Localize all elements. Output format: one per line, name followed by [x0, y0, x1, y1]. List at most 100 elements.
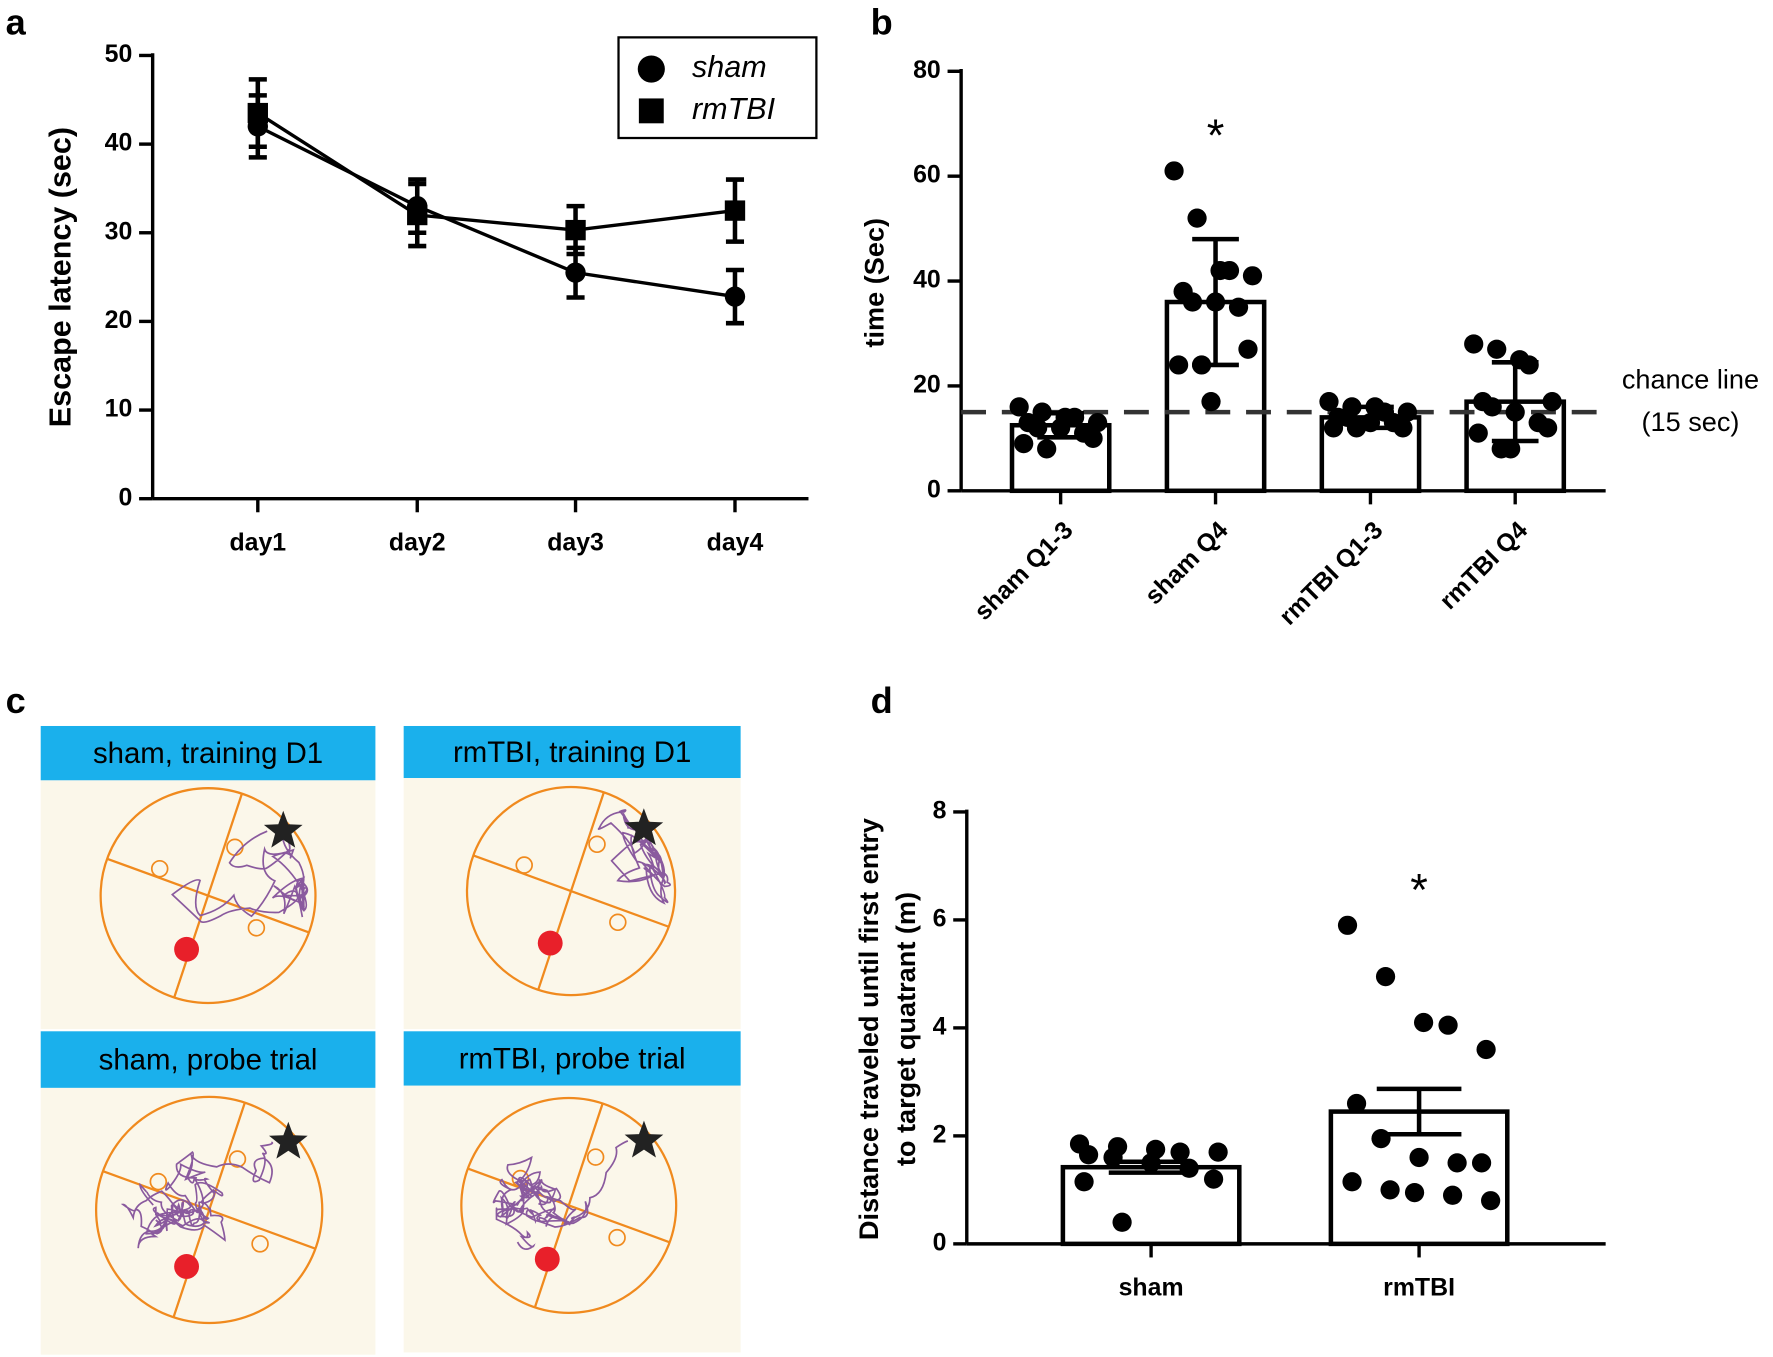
- y-tick-label: 60: [913, 161, 941, 189]
- data-point: [1501, 439, 1521, 459]
- tile-image: [403, 778, 741, 1030]
- y-tick-label: 0: [933, 1228, 947, 1256]
- legend-marker: [638, 98, 664, 124]
- trajectory-tile: sham, training D1: [40, 725, 376, 1030]
- data-point: [1482, 397, 1502, 417]
- series-line: [256, 111, 736, 232]
- reference-sublabel: (15 sec): [1641, 406, 1739, 437]
- panel-label: b: [871, 1, 893, 42]
- data-point: [1375, 966, 1396, 987]
- y-axis-label: Distance traveled until first entry: [853, 818, 884, 1240]
- marker: [565, 219, 586, 241]
- data-point: [1182, 292, 1203, 312]
- data-point: [1168, 355, 1189, 375]
- data-point: [1208, 1142, 1228, 1162]
- y-tick-label: 50: [105, 40, 133, 68]
- panel-label: a: [6, 1, 27, 42]
- platform-zone: [150, 859, 169, 878]
- data-point: [1087, 413, 1108, 433]
- significance-mark: *: [1207, 110, 1225, 161]
- quadrant-line: [106, 857, 310, 934]
- series-line: [257, 124, 736, 299]
- y-tick-label: 8: [933, 796, 947, 824]
- platform-zone: [247, 919, 266, 937]
- swim-path: [171, 830, 309, 923]
- data-point: [1542, 392, 1562, 412]
- x-tick-label: day2: [389, 529, 446, 557]
- data-point: [1187, 208, 1207, 228]
- data-point: [1238, 339, 1258, 359]
- tile-header: [403, 1031, 741, 1086]
- data-point: [1203, 1169, 1224, 1189]
- pool: [460, 1096, 678, 1314]
- marker: [407, 204, 428, 226]
- tile-image: [40, 780, 376, 1030]
- legend-marker: [637, 55, 665, 83]
- swim-path: [120, 1141, 274, 1249]
- y-axis-label: Escape latency (sec): [43, 127, 77, 427]
- trajectory-tile: rmTBI, probe trial: [403, 1031, 741, 1353]
- tile-header: [40, 1031, 376, 1088]
- platform-zone: [149, 1172, 168, 1191]
- tile-title: sham, training D1: [93, 737, 323, 770]
- x-tick-label: sham Q1-3: [969, 516, 1079, 626]
- y-axis-label: to target quatrant (m): [890, 892, 921, 1166]
- y-tick-label: 30: [105, 217, 133, 245]
- data-point: [1442, 1185, 1463, 1205]
- data-point: [1201, 392, 1221, 412]
- data-point: [1404, 1182, 1425, 1203]
- pool: [94, 1095, 324, 1325]
- x-tick-label: day3: [547, 529, 604, 557]
- data-point: [1409, 1147, 1429, 1168]
- marker: [724, 200, 746, 221]
- y-tick-label: 0: [118, 483, 132, 511]
- data-point: [1083, 428, 1103, 448]
- platform: [537, 930, 563, 956]
- data-point: [1103, 1147, 1123, 1168]
- tile-title: rmTBI, training D1: [453, 736, 691, 769]
- data-point: [1438, 1015, 1458, 1035]
- y-tick-label: 0: [927, 475, 941, 503]
- data-point: [1219, 260, 1240, 281]
- platform-zone: [608, 1228, 626, 1247]
- marker: [565, 262, 586, 283]
- y-tick-label: 4: [933, 1012, 947, 1040]
- x-tick-label: sham Q4: [1139, 516, 1233, 610]
- data-point: [1170, 1142, 1190, 1162]
- data-point: [1342, 1172, 1362, 1192]
- swim-path: [597, 809, 671, 905]
- tile-header: [403, 725, 741, 779]
- y-tick-label: 40: [105, 129, 133, 157]
- x-tick-label: rmTBI Q4: [1434, 516, 1533, 615]
- platform-zone: [228, 1150, 247, 1168]
- panel-label: c: [6, 680, 26, 721]
- start-star: [624, 808, 664, 846]
- tile-title: rmTBI, probe trial: [459, 1042, 686, 1075]
- pool: [99, 787, 317, 1005]
- start-star: [269, 1121, 308, 1159]
- data-point: [1323, 418, 1344, 438]
- data-point: [1471, 1153, 1492, 1173]
- y-axis-label: time (Sec): [858, 218, 889, 348]
- platform-zone: [609, 913, 627, 932]
- data-point: [1393, 418, 1413, 438]
- data-point: [1014, 433, 1034, 454]
- marker: [247, 102, 268, 124]
- x-tick-label: rmTBI Q1-3: [1274, 516, 1389, 631]
- data-point: [1242, 266, 1263, 286]
- platform-zone: [251, 1235, 269, 1253]
- data-point: [1009, 397, 1029, 417]
- x-tick-label: day4: [707, 529, 764, 557]
- data-point: [1464, 334, 1484, 354]
- swim-path: [492, 1140, 629, 1250]
- y-tick-label: 40: [913, 266, 941, 294]
- x-tick-label: sham: [1119, 1274, 1184, 1302]
- y-tick-label: 20: [105, 306, 133, 334]
- y-tick-label: 6: [933, 904, 947, 932]
- y-tick-label: 20: [913, 370, 941, 398]
- platform-zone: [586, 1148, 605, 1166]
- data-point: [1164, 161, 1184, 181]
- trajectory-tile: sham, probe trial: [40, 1031, 376, 1355]
- y-tick-label: 80: [913, 56, 941, 84]
